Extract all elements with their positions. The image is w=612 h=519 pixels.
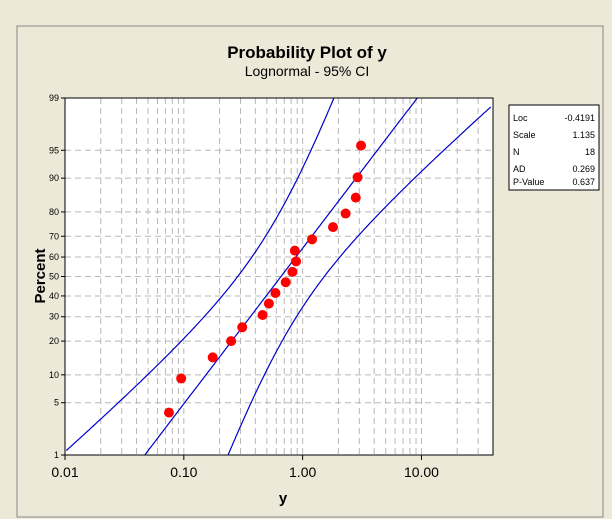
y-tick-label: 20 [49,336,59,346]
y-tick-label: 99 [49,93,59,103]
figure-border [16,25,604,518]
data-point [280,277,291,288]
y-tick-label: 95 [49,145,59,155]
data-point [207,352,218,363]
fit-and-ci-lines [65,97,492,456]
ci-upper-band [65,97,335,451]
stats-box [508,104,600,191]
y-axis-ticks: 1 5 10 20 30 40 50 60 70 80 90 95 99 [49,93,65,460]
chart-subtitle: Lognormal - 95% CI [245,63,370,79]
data-point [176,373,187,384]
data-point [226,336,237,347]
stat-label-pvalue: P-Value [513,177,544,187]
data-point [307,234,318,245]
y-tick-label: 1 [54,450,59,460]
data-point [327,222,338,233]
grid-lines [65,98,493,455]
stat-label-loc: Loc [513,113,528,123]
data-point [291,256,302,267]
stat-value-pvalue: 0.637 [572,177,595,187]
data-point [257,309,268,320]
chart-title: Probability Plot of y [227,43,387,62]
stats-legend: Loc -0.4191 Scale 1.135 N 18 AD 0.269 P-… [508,104,600,191]
fitted-line [144,97,418,456]
y-tick-label: 40 [49,291,59,301]
y-tick-label: 90 [49,173,59,183]
data-point [237,322,248,333]
stat-value-ad: 0.269 [572,164,595,174]
data-point [352,172,363,183]
stat-label-scale: Scale [513,130,536,140]
y-tick-label: 80 [49,207,59,217]
x-axis-label: y [279,490,288,507]
data-point [356,140,367,151]
stat-label-ad: AD [513,164,526,174]
y-tick-label: 50 [49,272,59,282]
data-point [350,192,361,203]
data-point [287,266,298,277]
y-axis-label: Percent [32,248,49,303]
data-points [163,140,367,418]
stat-value-n: 18 [585,147,595,157]
y-tick-label: 30 [49,312,59,322]
y-tick-label: 10 [49,370,59,380]
x-tick-label: 0.10 [170,464,197,480]
y-tick-label: 70 [49,231,59,241]
data-point [289,245,300,256]
x-tick-label: 10.00 [404,464,439,480]
data-point [263,298,274,309]
stat-label-n: N [513,147,520,157]
ci-lower-band [227,106,492,456]
stat-value-loc: -0.4191 [564,113,595,123]
x-axis-ticks: 0.01 0.10 1.00 10.00 [51,455,439,480]
y-tick-label: 5 [54,398,59,408]
data-point [270,287,281,298]
x-tick-label: 0.01 [51,464,78,480]
y-tick-label: 60 [49,252,59,262]
data-point [340,208,351,219]
x-tick-label: 1.00 [289,464,316,480]
data-point [163,407,174,418]
stat-value-scale: 1.135 [572,130,595,140]
